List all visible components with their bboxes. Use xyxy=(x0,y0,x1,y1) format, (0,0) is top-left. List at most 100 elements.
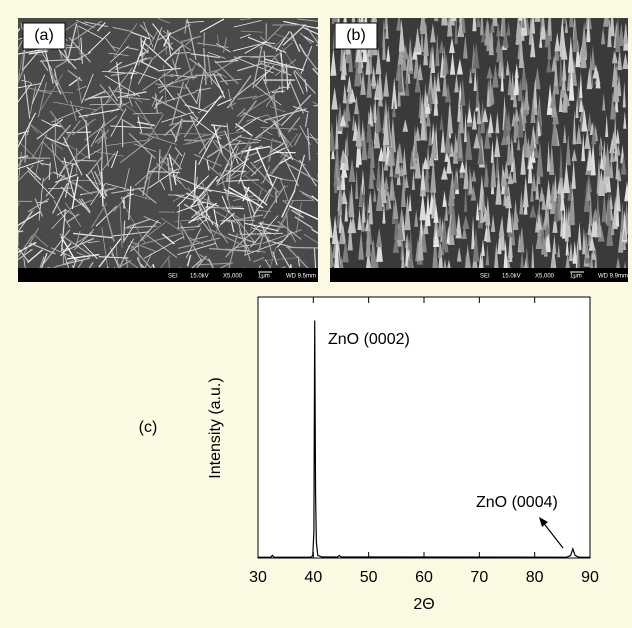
nanorod xyxy=(442,66,448,97)
nanorod xyxy=(615,195,620,227)
nanorod xyxy=(572,18,579,53)
nanorod xyxy=(461,225,467,240)
nanowire xyxy=(168,153,180,174)
nanowire xyxy=(267,138,273,163)
nanowire xyxy=(123,257,139,268)
nanorod xyxy=(523,92,530,110)
nanorod xyxy=(551,251,555,268)
nanowire xyxy=(184,19,187,34)
nanorod xyxy=(521,18,525,28)
nanorod xyxy=(620,155,627,175)
nanorod xyxy=(448,18,454,20)
nanowire xyxy=(156,162,182,184)
nanorod xyxy=(534,18,541,22)
nanowire xyxy=(71,176,79,210)
nanowire xyxy=(33,89,74,94)
nanorod xyxy=(512,156,517,183)
nanorod xyxy=(606,216,614,246)
nanorod xyxy=(340,156,346,190)
info-text: 1μm xyxy=(258,274,270,280)
nanowire xyxy=(56,208,67,216)
nanorod xyxy=(465,249,471,268)
nanowire xyxy=(304,79,308,92)
nanowire xyxy=(216,34,220,49)
nanorod xyxy=(335,112,339,150)
nanowire xyxy=(29,51,43,56)
nanowire xyxy=(280,178,289,200)
info-text: 15.0kV xyxy=(502,274,521,280)
nanowire xyxy=(87,240,100,244)
nanowire xyxy=(174,152,186,181)
nanorod xyxy=(539,32,543,48)
nanowire xyxy=(110,108,127,137)
nanowire xyxy=(51,259,74,268)
nanorod xyxy=(365,248,371,268)
nanorod xyxy=(557,179,562,211)
nanowire xyxy=(195,87,211,92)
nanowire xyxy=(162,32,172,47)
nanowire xyxy=(195,95,222,127)
nanorod xyxy=(618,229,624,253)
info-text: SEI xyxy=(480,274,490,280)
nanowire xyxy=(217,98,232,107)
nanorod xyxy=(387,148,394,167)
nanorod xyxy=(490,152,497,188)
nanorod xyxy=(382,110,390,146)
nanorod xyxy=(471,215,475,250)
nanowire xyxy=(21,79,32,83)
nanowire xyxy=(27,170,55,199)
nanowire xyxy=(71,118,96,136)
nanorod xyxy=(609,145,615,163)
nanowire xyxy=(108,52,129,56)
nanorod xyxy=(476,18,481,28)
nanowire xyxy=(143,236,184,259)
nanowire xyxy=(262,129,273,136)
x-axis-label: 2Θ xyxy=(413,596,434,613)
nanowire xyxy=(151,95,158,108)
nanorod xyxy=(438,238,442,258)
nanorod xyxy=(506,21,511,36)
nanorod xyxy=(595,71,601,89)
nanorod xyxy=(375,106,380,134)
nanowire xyxy=(18,210,33,233)
nanowire xyxy=(240,178,255,214)
nanorod xyxy=(508,225,513,259)
nanowire xyxy=(252,86,286,100)
nanowire xyxy=(169,74,197,79)
nanowire xyxy=(89,103,126,106)
nanorod xyxy=(420,26,424,52)
nanowire xyxy=(161,111,195,123)
plot-area xyxy=(257,296,591,559)
nanowire xyxy=(250,161,279,193)
nanowire xyxy=(96,22,106,32)
nanowire xyxy=(18,151,22,179)
nanorod xyxy=(533,144,539,159)
nanowire xyxy=(176,93,199,120)
nanorod xyxy=(517,107,524,138)
nanowire xyxy=(157,67,181,72)
nanorod xyxy=(452,169,459,190)
nanorod xyxy=(456,246,462,262)
nanowire xyxy=(53,101,98,111)
nanorod xyxy=(473,132,481,149)
nanowire xyxy=(233,56,274,74)
nanowire xyxy=(61,175,83,188)
nanowire xyxy=(174,194,219,207)
nanowire xyxy=(76,252,90,258)
nanorod xyxy=(472,110,477,130)
nanorod xyxy=(490,18,494,20)
nanowire xyxy=(153,26,163,51)
nanorod xyxy=(488,24,494,56)
nanowire xyxy=(239,134,253,160)
nanowire xyxy=(110,71,135,76)
nanorod xyxy=(520,59,527,91)
nanorod xyxy=(425,191,431,227)
nanowire xyxy=(293,154,306,191)
nanorod xyxy=(385,18,389,39)
nanorod xyxy=(559,49,563,87)
nanorod xyxy=(373,124,381,149)
nanorod xyxy=(361,127,368,161)
nanorod xyxy=(426,144,430,169)
nanowire xyxy=(257,209,271,213)
nanowire xyxy=(23,258,26,268)
